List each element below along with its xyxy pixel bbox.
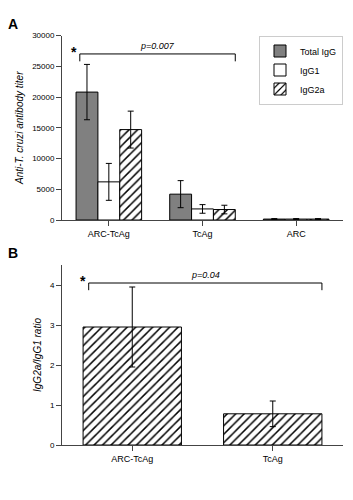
svg-text:ARC: ARC xyxy=(287,229,307,239)
svg-text:3: 3 xyxy=(50,321,55,330)
svg-text:IgG1: IgG1 xyxy=(300,66,320,76)
svg-text:B: B xyxy=(8,245,18,261)
svg-text:10000: 10000 xyxy=(32,154,55,163)
svg-text:ARC-TcAg: ARC-TcAg xyxy=(88,229,130,239)
svg-text:20000: 20000 xyxy=(32,93,55,102)
svg-text:IgG2a: IgG2a xyxy=(300,85,325,95)
svg-text:IgG2a/IgG1 ratio: IgG2a/IgG1 ratio xyxy=(32,318,43,392)
svg-text:A: A xyxy=(8,16,18,32)
svg-text:TcAg: TcAg xyxy=(192,229,212,239)
svg-text:25000: 25000 xyxy=(32,62,55,71)
svg-text:*: * xyxy=(80,273,86,289)
svg-text:*: * xyxy=(71,44,77,60)
svg-text:Anti-T. cruzi antibody titer: Anti-T. cruzi antibody titer xyxy=(14,71,25,185)
svg-text:TcAg: TcAg xyxy=(263,454,283,464)
svg-text:p=0.007: p=0.007 xyxy=(140,41,175,51)
svg-text:0: 0 xyxy=(50,216,55,225)
svg-text:Total IgG: Total IgG xyxy=(300,47,336,57)
svg-text:5000: 5000 xyxy=(37,185,55,194)
svg-text:p=0.04: p=0.04 xyxy=(191,270,220,280)
svg-text:4: 4 xyxy=(50,281,55,290)
svg-text:2: 2 xyxy=(50,361,55,370)
svg-text:30000: 30000 xyxy=(32,31,55,40)
svg-text:ARC-TcAg: ARC-TcAg xyxy=(111,454,153,464)
svg-text:1: 1 xyxy=(50,401,55,410)
svg-text:15000: 15000 xyxy=(32,124,55,133)
svg-text:0: 0 xyxy=(50,441,55,450)
